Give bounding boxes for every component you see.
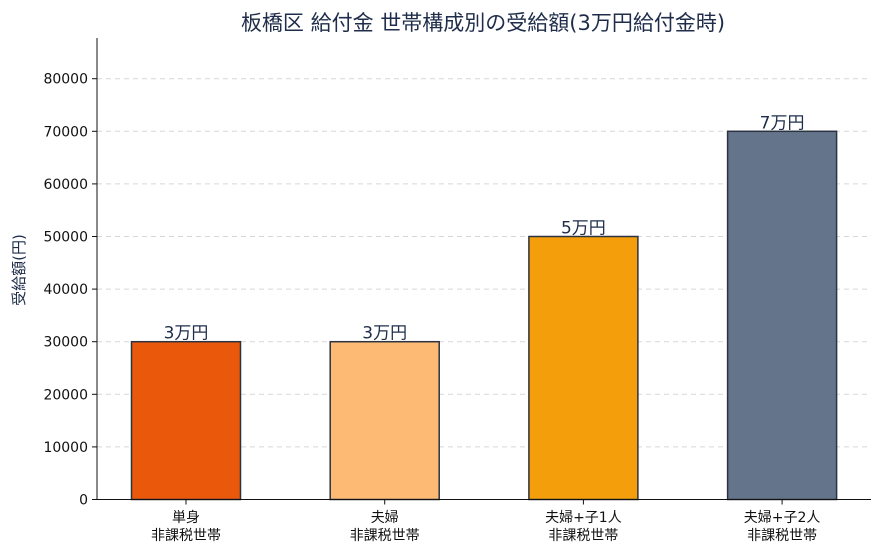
data-label: 5万円 xyxy=(561,219,606,239)
data-labels: 3万円 3万円 5万円 7万円 xyxy=(164,113,805,343)
x-tick-label: 非課税世帯 xyxy=(548,528,618,544)
x-tick-label: 非課税世帯 xyxy=(350,528,420,544)
y-tick-label: 50000 xyxy=(43,230,88,246)
x-tick-label: 非課税世帯 xyxy=(747,528,817,544)
y-tick-label: 10000 xyxy=(43,440,88,456)
data-label: 3万円 xyxy=(362,324,407,344)
data-label: 7万円 xyxy=(760,113,805,133)
y-tick-label: 80000 xyxy=(43,72,88,88)
data-label: 3万円 xyxy=(164,324,209,344)
bar xyxy=(726,130,838,501)
y-axis-label: 受給額(円) xyxy=(10,234,28,306)
x-tick-label: 非課税世帯 xyxy=(151,528,221,544)
y-tick-label: 60000 xyxy=(43,177,88,193)
bar xyxy=(329,340,440,501)
x-tick-label: 夫婦 xyxy=(371,509,399,526)
x-tick-label: 単身 xyxy=(172,510,200,526)
y-tick-labels: 0 10000 20000 30000 40000 50000 60000 70000 8000… xyxy=(43,72,97,509)
bar xyxy=(130,340,242,501)
y-tick-label: 70000 xyxy=(43,124,88,140)
chart-title: 板橋区 給付金 世帯構成別の受給額(3万円給付金時) xyxy=(241,11,725,35)
y-tick-label: 40000 xyxy=(43,282,88,298)
y-tick-label: 30000 xyxy=(43,335,88,351)
bars xyxy=(130,130,838,501)
x-tick-label: 夫婦+子2人 xyxy=(744,509,821,526)
y-tick-label: 20000 xyxy=(43,387,88,403)
bar xyxy=(528,235,639,501)
x-tick-label: 夫婦+子1人 xyxy=(545,509,622,526)
y-tick-label: 0 xyxy=(79,493,88,509)
